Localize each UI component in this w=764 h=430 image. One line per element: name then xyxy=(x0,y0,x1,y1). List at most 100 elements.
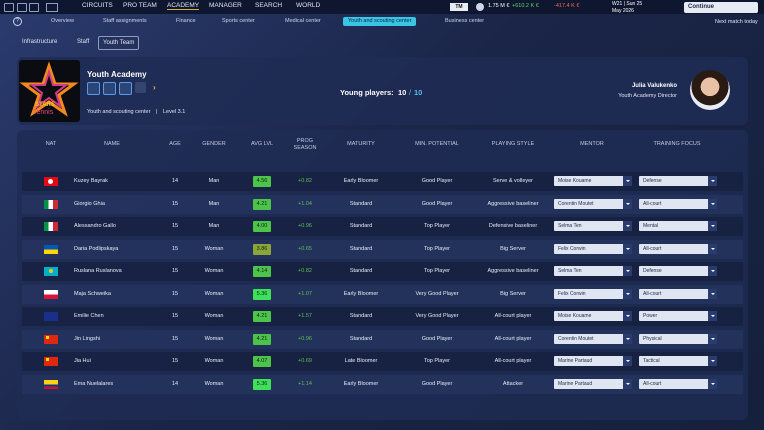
dropdown-arrow[interactable] xyxy=(623,243,632,254)
focus-dropdown[interactable]: All-court xyxy=(639,198,717,209)
column-header: MENTOR xyxy=(580,141,604,147)
avg-level: 4.21 xyxy=(253,333,271,345)
focus-dropdown[interactable]: Power xyxy=(639,311,717,321)
player-name[interactable]: Maja Schweika xyxy=(74,290,111,297)
focus-dropdown[interactable]: Mental xyxy=(639,221,717,231)
dropdown-arrow[interactable] xyxy=(708,311,717,321)
dropdown-arrow[interactable] xyxy=(623,198,632,209)
icon-button[interactable] xyxy=(17,3,27,12)
dropdown-arrow[interactable] xyxy=(623,176,632,186)
playing-style: Aggressive baseliner xyxy=(487,268,539,274)
focus-dropdown[interactable]: All-court xyxy=(639,378,717,389)
mentor-dropdown[interactable]: Selma Ten xyxy=(554,266,632,276)
income: +610.2 K € xyxy=(512,3,539,9)
focus-dropdown[interactable]: Physical xyxy=(639,333,717,344)
young-max: 10 xyxy=(414,88,423,97)
focus-dropdown[interactable]: Defense xyxy=(639,266,717,276)
min-potential: Top Player xyxy=(424,358,450,364)
nav-item[interactable]: ACADEMY xyxy=(167,2,200,10)
min-potential: Good Player xyxy=(421,200,453,207)
mail-icon[interactable] xyxy=(46,3,58,12)
tab[interactable]: Overview xyxy=(51,18,74,24)
continue-button[interactable]: Continue xyxy=(684,2,758,13)
avg-level: 3.86 xyxy=(253,243,271,255)
mentor-dropdown[interactable]: Selma Ten xyxy=(554,221,632,231)
focus-dropdown[interactable]: All-court xyxy=(639,288,717,299)
dropdown-arrow[interactable] xyxy=(708,356,717,366)
player-name[interactable]: Emilie Chen xyxy=(74,313,104,319)
dropdown-arrow[interactable] xyxy=(708,243,717,254)
flag xyxy=(44,267,58,276)
mentor-dropdown[interactable]: Felix Corwin xyxy=(554,243,632,254)
avg-level: 4.56 xyxy=(253,176,271,187)
nav-item[interactable]: PRO TEAM xyxy=(123,2,157,9)
maturity: Early Bloomer xyxy=(343,380,379,387)
nav-item[interactable]: MANAGER xyxy=(209,2,242,9)
flag xyxy=(44,177,58,186)
dropdown-arrow[interactable] xyxy=(708,221,717,231)
money-icon xyxy=(476,3,484,11)
dropdown-arrow[interactable] xyxy=(708,378,717,389)
subtab[interactable]: Staff xyxy=(77,39,90,45)
dropdown-arrow[interactable] xyxy=(623,288,632,299)
mentor-dropdown[interactable]: Corentin Moutet xyxy=(554,198,632,209)
dropdown-arrow[interactable] xyxy=(623,311,632,321)
nav-item[interactable]: CIRCUITS xyxy=(82,2,113,9)
dropdown-arrow[interactable] xyxy=(623,333,632,344)
upgrade-arrow[interactable]: › xyxy=(153,83,156,92)
nav-item[interactable]: WORLD xyxy=(296,2,321,9)
tab[interactable]: Finance xyxy=(176,18,196,24)
age: 15 xyxy=(171,200,179,207)
help-icon[interactable]: ? xyxy=(13,17,22,26)
gender: Woman xyxy=(204,380,224,387)
icon-button[interactable] xyxy=(4,3,14,12)
dropdown-arrow[interactable] xyxy=(708,198,717,209)
flag xyxy=(44,312,58,321)
gender: Woman xyxy=(204,313,224,319)
maturity: Standard xyxy=(349,335,373,342)
dropdown-arrow[interactable] xyxy=(708,288,717,299)
gender: Woman xyxy=(204,358,224,364)
mentor-dropdown[interactable]: Marine Partaud xyxy=(554,356,632,366)
tab[interactable]: Business center xyxy=(445,18,485,24)
nav-item[interactable]: SEARCH xyxy=(255,2,283,9)
focus-dropdown[interactable]: Defense xyxy=(639,176,717,186)
player-name[interactable]: Ema Nuelalares xyxy=(74,380,114,387)
dropdown-arrow[interactable] xyxy=(623,221,632,231)
tab[interactable]: Youth and scouting center xyxy=(343,17,417,26)
player-name[interactable]: Ruslana Ruslanova xyxy=(74,268,122,274)
min-potential: Good Player xyxy=(421,380,453,387)
dropdown-arrow[interactable] xyxy=(623,266,632,276)
young-count: 10 xyxy=(398,88,407,97)
focus-dropdown[interactable]: Tactical xyxy=(639,356,717,366)
icon-button[interactable] xyxy=(29,3,39,12)
mentor-dropdown[interactable]: Corentin Moutet xyxy=(554,333,632,344)
director-name: Julia Valukenko xyxy=(631,83,677,89)
mentor-dropdown[interactable]: Moise Kouame xyxy=(554,176,632,186)
player-name[interactable]: Alessandro Gallo xyxy=(74,223,116,229)
mentor-dropdown[interactable]: Marine Partaud xyxy=(554,378,632,389)
young-label: Young players: xyxy=(340,88,394,97)
player-name[interactable]: Giorgio Ghia xyxy=(74,200,105,207)
player-name[interactable]: Jin Lingshi xyxy=(74,335,100,342)
player-name[interactable]: Jia Hui xyxy=(74,358,91,364)
focus-dropdown[interactable]: All-court xyxy=(639,243,717,254)
tab[interactable]: Sports center xyxy=(222,18,255,24)
mentor-dropdown[interactable]: Moise Kouame xyxy=(554,311,632,321)
subtab[interactable]: Infrastructure xyxy=(22,39,58,45)
tab[interactable]: Staff assignments xyxy=(103,18,147,24)
dropdown-arrow[interactable] xyxy=(623,356,632,366)
age: 15 xyxy=(171,313,179,319)
gender: Woman xyxy=(204,290,224,297)
dropdown-arrow[interactable] xyxy=(623,378,632,389)
avg-level: 4.21 xyxy=(253,311,271,322)
player-name[interactable]: Daria Podlipskaya xyxy=(74,245,119,252)
dropdown-arrow[interactable] xyxy=(708,266,717,276)
dropdown-arrow[interactable] xyxy=(708,176,717,186)
player-name[interactable]: Kuzey Bayrak xyxy=(74,178,108,184)
subtab[interactable]: Youth Team xyxy=(98,36,140,50)
column-header: AGE xyxy=(169,141,181,147)
dropdown-arrow[interactable] xyxy=(708,333,717,344)
mentor-dropdown[interactable]: Felix Corwin xyxy=(554,288,632,299)
tab[interactable]: Medical center xyxy=(285,18,321,24)
